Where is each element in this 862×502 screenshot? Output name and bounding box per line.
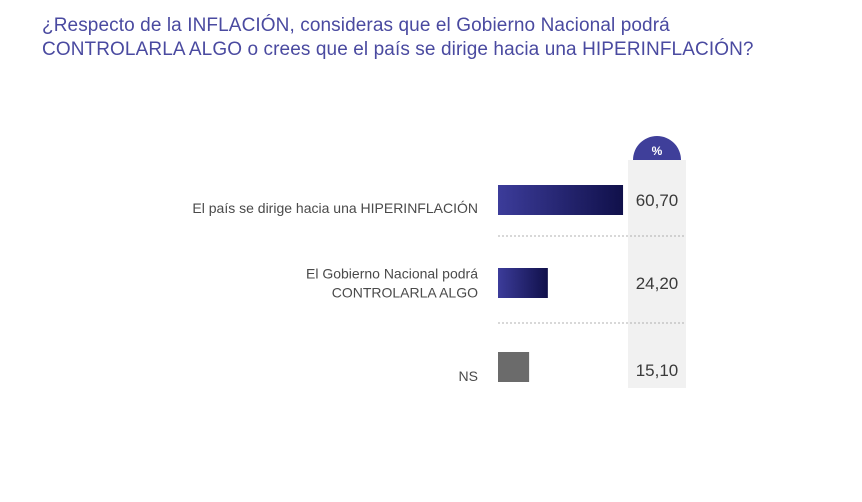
value-label: 15,10	[636, 361, 679, 380]
category-label: NS	[459, 368, 478, 384]
percent-header-label: %	[652, 144, 663, 158]
category-label: El país se dirige hacia una HIPERINFLACI…	[192, 200, 478, 216]
value-column-background	[628, 160, 686, 388]
bar	[498, 352, 530, 382]
category-label: El Gobierno Nacional podrá	[306, 266, 478, 282]
value-label: 24,20	[636, 274, 679, 293]
title-line-1: ¿Respecto de la INFLACIÓN, consideras qu…	[42, 15, 670, 36]
percent-badge	[633, 136, 681, 160]
bar	[498, 185, 624, 215]
chart-title: ¿Respecto de la INFLACIÓN, consideras qu…	[42, 14, 842, 62]
title-line-2: CONTROLARLA ALGO o crees que el país se …	[42, 39, 754, 60]
bar	[498, 268, 548, 298]
category-label: CONTROLARLA ALGO	[332, 285, 478, 301]
value-label: 60,70	[636, 191, 679, 210]
